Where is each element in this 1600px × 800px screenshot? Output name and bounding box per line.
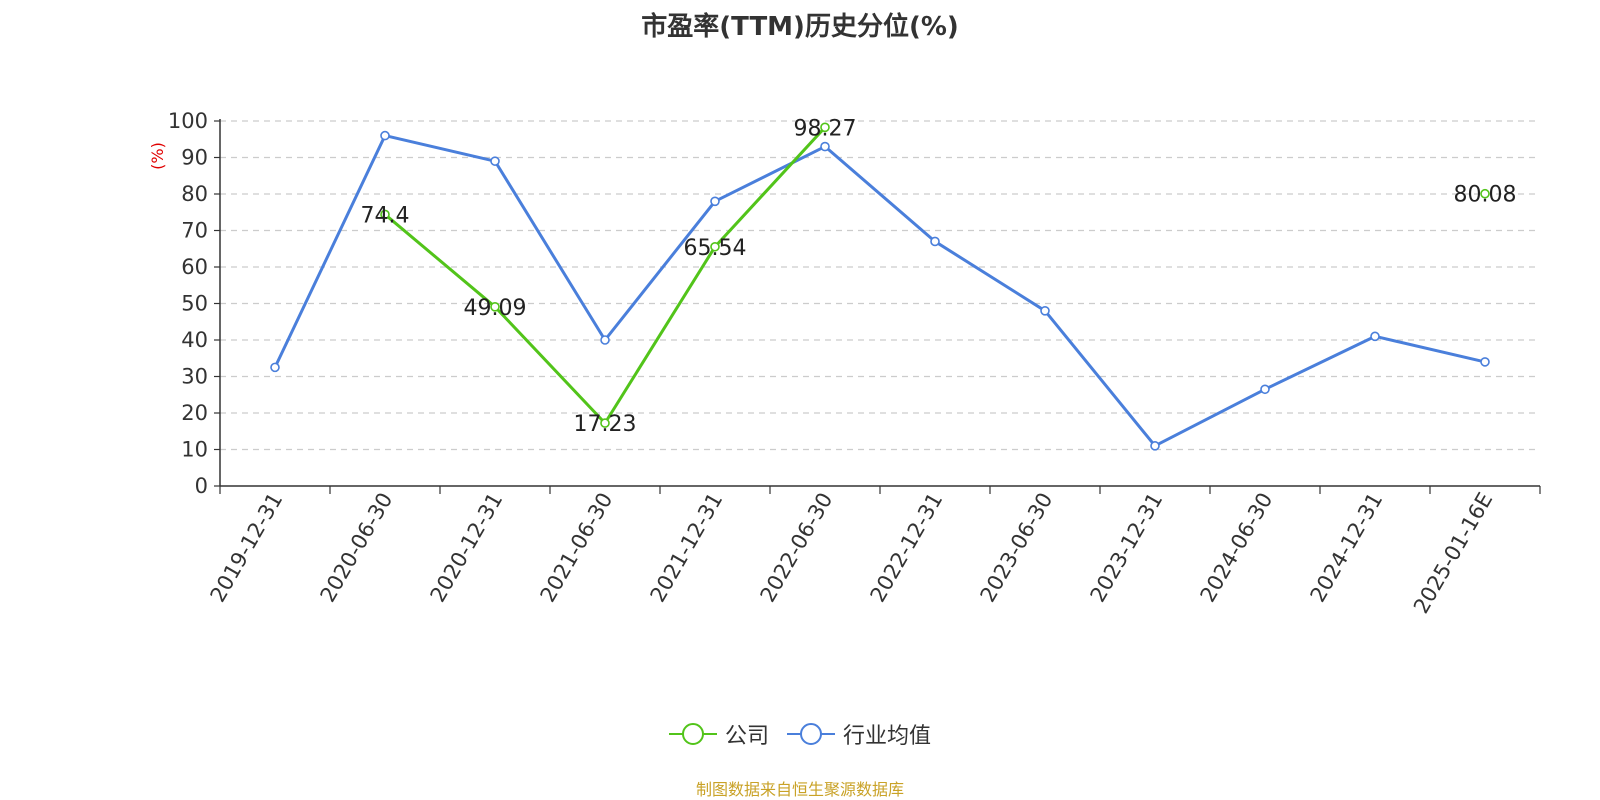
data-label: 49.09 [464,296,527,321]
data-point [1370,331,1380,342]
data-label: 17.23 [574,412,637,437]
series-industry-average [270,130,1490,451]
x-tick-label: 2024-06-30 [1196,489,1278,607]
series-line [273,134,1486,448]
y-tick-label: 60 [181,255,208,279]
legend-swatch-industry-average [787,722,835,746]
data-point [380,209,390,220]
x-tick-label: 2021-06-30 [536,489,618,607]
x-tick-label: 2025-01-16E [1409,489,1497,618]
data-label: 65.54 [684,236,747,261]
series-line [384,126,827,425]
data-point [1480,357,1490,367]
data-point [490,302,500,312]
data-point [820,141,830,152]
y-tick-label: 40 [181,328,208,352]
legend-item-industry-average[interactable]: 行业均值 [787,718,931,750]
y-tick-label: 70 [181,219,208,243]
x-tick-label: 2022-06-30 [756,489,838,607]
data-point [1040,305,1050,316]
x-tick-label: 2019-12-31 [206,489,288,607]
data-point [490,156,500,166]
y-tick-label: 30 [181,365,208,389]
chart-title: 市盈率(TTM)历史分位(%) [641,12,959,42]
source-note: 制图数据来自恒生聚源数据库 [695,780,904,799]
data-label: 74.4 [361,203,410,228]
y-tick-label: 90 [181,146,208,170]
x-tick-label: 2021-12-31 [646,489,728,607]
y-tick-label: 50 [181,292,208,316]
legend: 公司 行业均值 [0,718,1600,750]
legend-item-company[interactable]: 公司 [668,718,769,750]
data-label: 80.08 [1454,183,1517,208]
x-tick-label: 2020-12-31 [426,489,508,607]
data-point [710,241,720,252]
data-point [820,122,830,133]
legend-label-company: 公司 [724,724,769,749]
data-point [1260,384,1270,395]
y-tick-label: 10 [181,438,208,462]
y-tick-label: 20 [181,401,208,425]
data-point [1150,441,1160,451]
x-tick-label: 2023-12-31 [1086,489,1168,607]
y-tick-label: 0 [195,474,208,498]
data-label: 98.27 [794,116,857,141]
data-point [380,130,390,141]
legend-swatch-company [668,722,717,746]
y-tick-label: 80 [181,182,208,206]
x-tick-label: 2023-06-30 [976,489,1058,607]
y-axis-title: (%) [148,142,167,170]
data-point [600,418,610,428]
data-point [930,236,940,247]
x-tick-label: 2022-12-31 [866,489,948,607]
y-tick-label: 100 [168,109,208,133]
x-tick-label: 2024-12-31 [1306,489,1388,607]
data-point [1480,188,1490,199]
series-company [380,122,1490,428]
x-tick-label: 2020-06-30 [316,489,398,607]
legend-label-industry-average: 行业均值 [843,724,932,749]
data-point [600,335,610,345]
data-point [270,362,280,373]
data-point [710,196,720,207]
